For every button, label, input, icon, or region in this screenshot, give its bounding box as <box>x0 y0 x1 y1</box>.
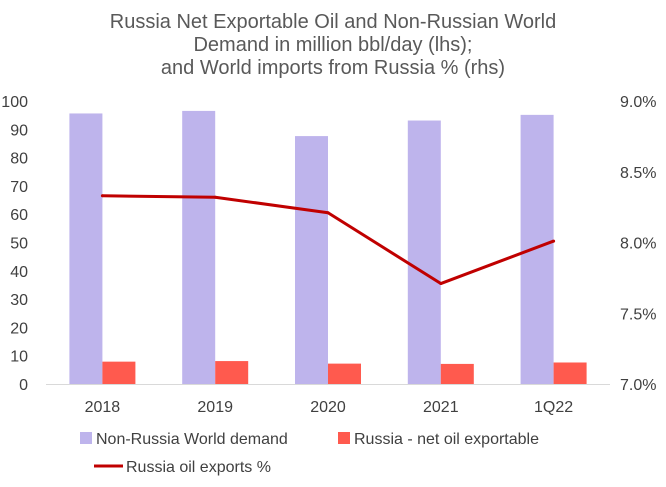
legend-swatch-non-russia-demand <box>80 432 92 444</box>
bar-russia-exportable <box>215 361 249 384</box>
y-left-tick-label: 40 <box>10 264 28 281</box>
y-left-tick-label: 90 <box>10 122 28 139</box>
y-left-tick-label: 50 <box>10 236 28 253</box>
y-right-tick-label: 7.0% <box>620 377 656 394</box>
y-right-tick-label: 8.0% <box>620 236 656 253</box>
bar-series <box>69 110 587 385</box>
x-tick-label: 2021 <box>423 399 459 416</box>
line-point <box>213 195 217 199</box>
chart-title: Russia Net Exportable Oil and Non-Russia… <box>110 11 557 79</box>
legend-label: Non-Russia World demand <box>96 431 288 448</box>
chart-title-line: and World imports from Russia % (rhs) <box>161 57 505 79</box>
y-left-tick-label: 70 <box>10 179 28 196</box>
x-tick-label: 2020 <box>310 399 346 416</box>
legend-label: Russia - net oil exportable <box>354 431 539 448</box>
line-series <box>100 194 556 286</box>
legend-label: Russia oil exports % <box>126 459 271 476</box>
y-right-tick-label: 7.5% <box>620 306 656 323</box>
bar-non-russia-demand <box>182 110 216 384</box>
line-point <box>326 211 330 215</box>
chart-title-line: Russia Net Exportable Oil and Non-Russia… <box>110 11 557 33</box>
bar-russia-exportable <box>440 363 474 384</box>
bar-non-russia-demand <box>407 120 441 384</box>
chart-title-line: Demand in million bbl/day (lhs); <box>193 34 472 56</box>
line-point <box>439 282 443 286</box>
y-right-tick-label: 8.5% <box>620 165 656 182</box>
bar-non-russia-demand <box>520 114 554 384</box>
y-right-tick-label: 9.0% <box>620 94 656 111</box>
line-point <box>552 239 556 243</box>
y-left-tick-label: 20 <box>10 320 28 337</box>
legend-swatch-russia-exportable <box>338 432 350 444</box>
y-left-tick-label: 100 <box>1 94 28 111</box>
y-left-tick-label: 30 <box>10 292 28 309</box>
x-tick-label: 2019 <box>197 399 233 416</box>
bar-russia-exportable <box>553 362 587 384</box>
y-left-tick-label: 60 <box>10 207 28 224</box>
bar-non-russia-demand <box>69 113 103 385</box>
x-tick-label: 2018 <box>85 399 121 416</box>
bar-non-russia-demand <box>295 136 328 384</box>
bar-russia-exportable <box>328 363 361 384</box>
y-left-tick-label: 80 <box>10 151 28 168</box>
x-tick-label: 1Q22 <box>534 399 573 416</box>
bar-russia-exportable <box>102 361 136 384</box>
y-left-tick-label: 10 <box>10 349 28 366</box>
chart-axes: 0 10 20 30 40 50 60 70 80 90 100 7.0% 7.5% 8.0% 8.5% 9.… <box>1 94 656 416</box>
line-point <box>100 194 104 198</box>
legend: Non-Russia World demand Russia - net oil … <box>80 431 539 476</box>
y-left-tick-label: 0 <box>19 377 28 394</box>
